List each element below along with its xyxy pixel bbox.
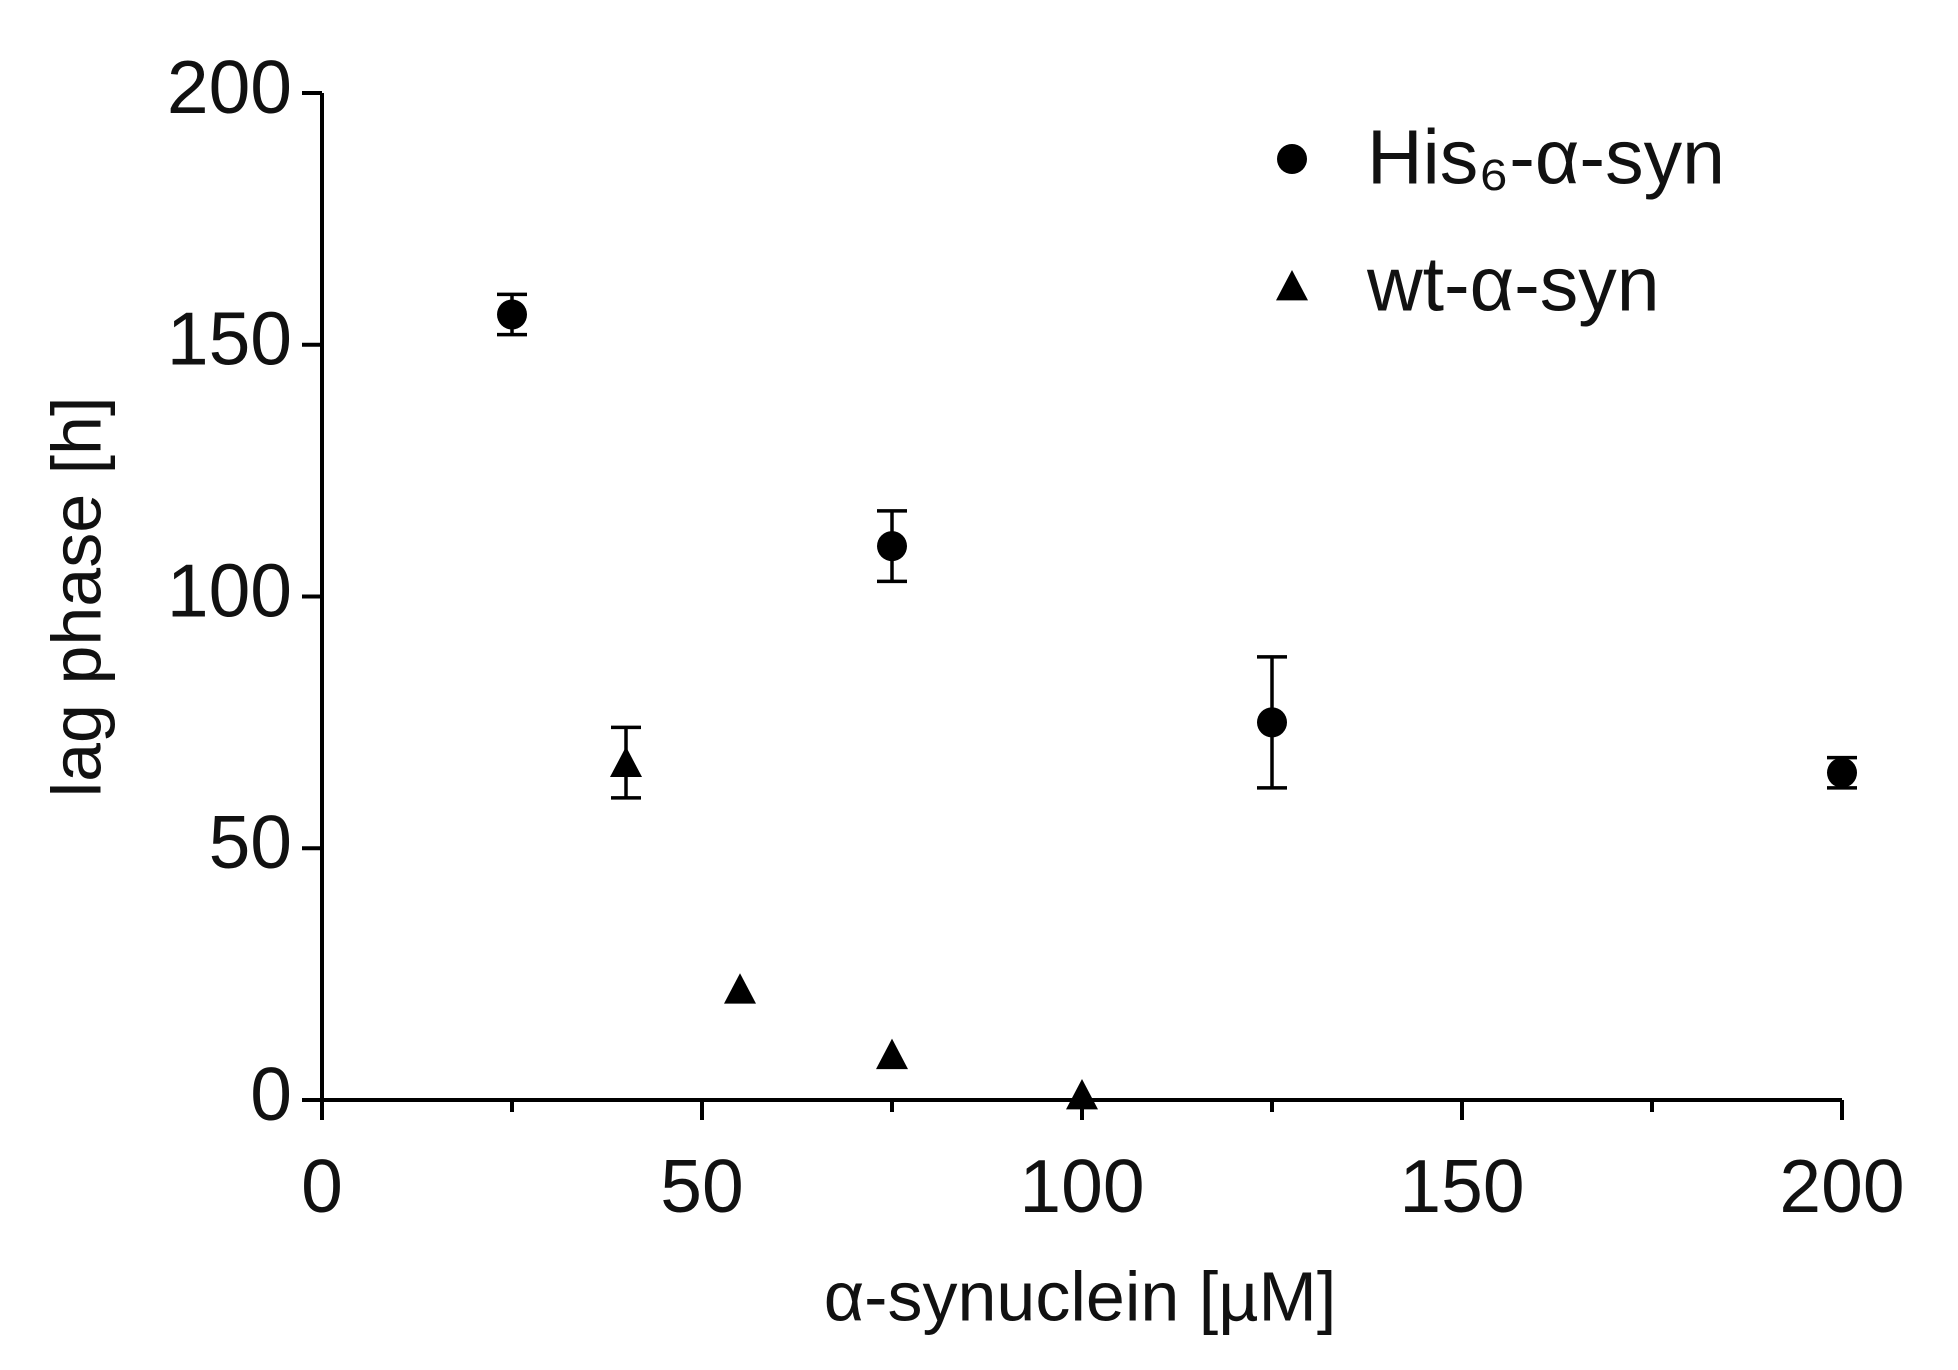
y-tick-label: 100 (167, 548, 292, 632)
y-tick-label: 150 (167, 297, 292, 381)
x-tick-label: 50 (660, 1144, 743, 1228)
x-axis-title: α-synuclein [µM] (824, 1257, 1337, 1335)
point (1066, 1078, 1098, 1110)
legend-marker (1276, 270, 1308, 301)
x-tick-label: 200 (1779, 1144, 1904, 1228)
y-tick-label: 50 (209, 800, 292, 884)
point (876, 1038, 908, 1070)
y-tick-label: 200 (167, 45, 292, 129)
point (497, 299, 527, 330)
point (724, 973, 756, 1004)
y-axis-title: lag phase [h] (37, 397, 115, 798)
y-tick-label: 0 (250, 1052, 292, 1136)
x-tick-label: 0 (301, 1144, 343, 1228)
point (1827, 757, 1857, 788)
point (610, 746, 642, 778)
legend-label: wt-α-syn (1366, 241, 1660, 327)
legend-marker (1277, 144, 1307, 174)
legend-label: His₆-α-syn (1367, 114, 1725, 200)
x-tick-label: 150 (1399, 1144, 1524, 1228)
point (877, 531, 907, 562)
x-tick-label: 100 (1019, 1144, 1144, 1228)
point (1257, 707, 1287, 738)
